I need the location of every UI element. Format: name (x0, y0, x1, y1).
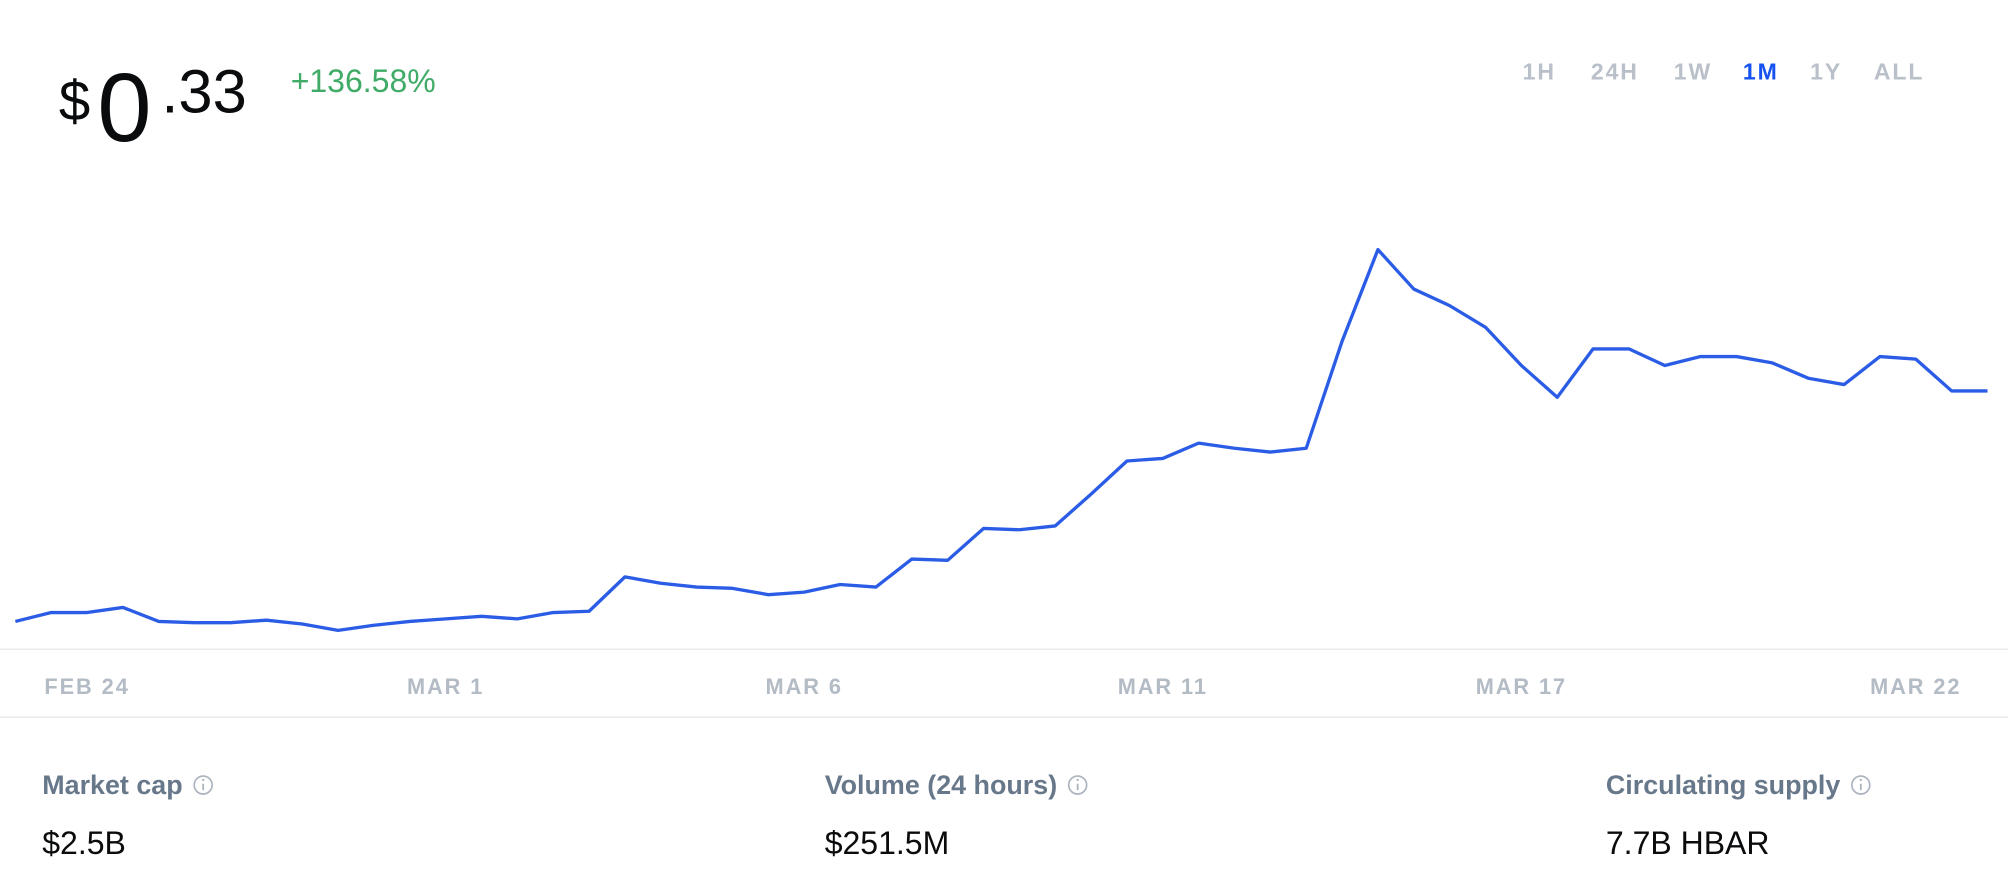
range-option[interactable]: 24H (1591, 58, 1639, 84)
price-line (14, 247, 1988, 633)
info-icon-dot (1859, 778, 1862, 782)
range-option[interactable]: 1M (1743, 58, 1779, 84)
x-tick-label: MAR 17 (1476, 674, 1567, 699)
range-option[interactable]: 1W (1674, 58, 1712, 84)
info-icon-dot (202, 778, 205, 782)
price-decimal: .33 (161, 58, 246, 127)
x-tick-label: MAR 6 (766, 674, 843, 699)
info-icon[interactable] (193, 775, 213, 795)
x-tick-label: FEB 24 (44, 674, 129, 699)
range-option[interactable]: 1Y (1810, 58, 1842, 84)
range-option[interactable]: 1H (1523, 58, 1556, 84)
info-icon[interactable] (1851, 775, 1871, 795)
price-change: +136.58% (291, 63, 436, 99)
stat-label: Volume (24 hours) (825, 770, 1057, 800)
x-tick-label: MAR 1 (407, 674, 484, 699)
x-tick-label: MAR 22 (1870, 674, 1961, 699)
currency-symbol: $ (59, 69, 90, 132)
stat-value: $251.5M (825, 825, 950, 861)
stat-value: $2.5B (42, 825, 126, 861)
price-integer: 0 (97, 53, 151, 162)
stat-label: Circulating supply (1606, 770, 1840, 800)
x-tick-label: MAR 11 (1118, 674, 1208, 699)
info-icon[interactable] (1067, 775, 1088, 795)
stat-value: 7.7B HBAR (1606, 825, 1770, 861)
stat-label: Market cap (42, 770, 182, 800)
range-option[interactable]: ALL (1874, 58, 1925, 84)
info-icon-dot (1076, 778, 1079, 782)
